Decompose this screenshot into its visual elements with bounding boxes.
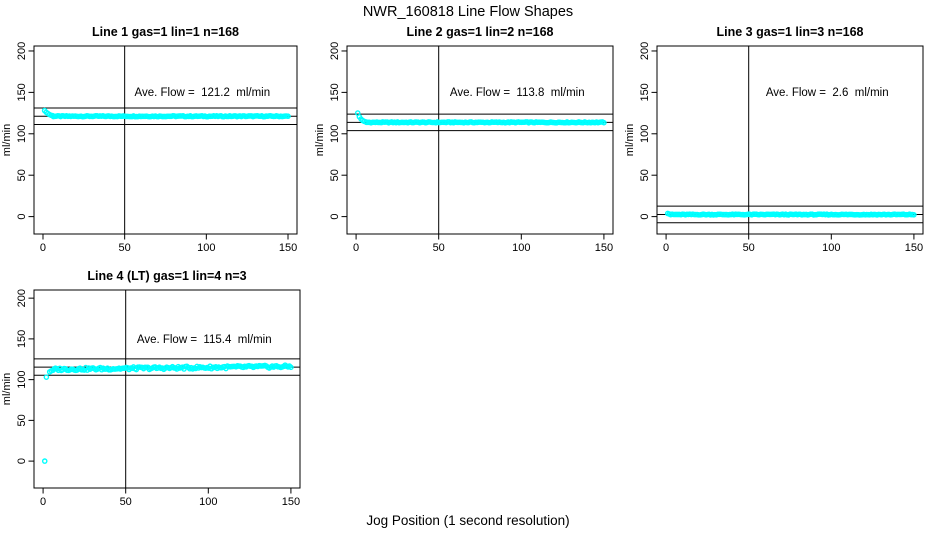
y-axis-label: ml/min (314, 123, 327, 157)
svg-text:150: 150 (16, 83, 28, 101)
svg-text:100: 100 (822, 242, 840, 254)
y-axis-label: ml/min (1, 372, 14, 406)
svg-text:50: 50 (639, 169, 651, 181)
svg-text:0: 0 (16, 458, 28, 464)
svg-text:0: 0 (16, 214, 28, 220)
ave-flow-annotation: Ave. Flow = 121.2 ml/min (134, 87, 271, 99)
subplot-title: Line 1 gas=1 lin=1 n=168 (92, 25, 239, 39)
svg-text:200: 200 (16, 42, 28, 60)
subplot-title: Line 2 gas=1 lin=2 n=168 (406, 25, 554, 39)
subplot-line-3: Line 3 gas=1 lin=3 n=168 ml/min 0 50 100 15… (624, 25, 924, 254)
svg-text:0: 0 (329, 214, 341, 220)
svg-text:150: 150 (905, 242, 923, 254)
y-axis-label: ml/min (1, 123, 14, 157)
svg-text:100: 100 (16, 125, 28, 143)
figure-main-title: NWR_160818 Line Flow Shapes (362, 4, 574, 20)
svg-text:150: 150 (639, 83, 651, 101)
svg-text:200: 200 (16, 289, 28, 307)
subplot-line-2: Line 2 gas=1 lin=2 n=168 ml/min 0 50 100 15… (314, 25, 614, 254)
subplot-line-4: Line 4 (LT) gas=1 lin=4 n=3 ml/min 0 50 10… (1, 269, 301, 508)
subplot-line-1: Line 1 gas=1 lin=1 n=168 ml/min 0 50 100 15… (1, 25, 298, 254)
svg-text:200: 200 (329, 42, 341, 60)
svg-text:100: 100 (199, 496, 217, 508)
svg-text:50: 50 (743, 242, 755, 254)
subplot-title: Line 3 gas=1 lin=3 n=168 (716, 25, 864, 39)
svg-text:50: 50 (119, 242, 131, 254)
svg-text:0: 0 (639, 214, 651, 220)
subplot-title: Line 4 (LT) gas=1 lin=4 n=3 (87, 269, 247, 283)
svg-text:50: 50 (329, 169, 341, 181)
svg-text:150: 150 (595, 242, 613, 254)
svg-text:100: 100 (512, 242, 530, 254)
svg-text:50: 50 (16, 169, 28, 181)
plot-area: 0 50 100 150 0 50 100 150 200 Ave. Flow = 115.4 … (16, 289, 301, 508)
svg-text:0: 0 (353, 242, 359, 254)
svg-text:0: 0 (40, 496, 46, 508)
plot-area: 0 50 100 150 0 50 100 150 200 Ave. Flow = 113.8 … (329, 42, 614, 254)
shared-x-axis-label: Jog Position (1 second resolution) (366, 513, 570, 528)
svg-text:100: 100 (197, 242, 215, 254)
ave-flow-annotation: Ave. Flow = 113.8 ml/min (449, 87, 585, 99)
ave-flow-annotation: Ave. Flow = 115.4 ml/min (136, 333, 272, 346)
svg-text:150: 150 (279, 242, 297, 254)
y-axis-label: ml/min (624, 123, 637, 157)
plot-area: 0 50 100 150 0 50 100 150 200 Ave. Flow = 2.6 ml… (639, 42, 924, 254)
svg-text:100: 100 (329, 125, 341, 143)
svg-text:150: 150 (329, 83, 341, 101)
svg-text:50: 50 (433, 242, 445, 254)
svg-text:50: 50 (16, 414, 28, 426)
svg-text:0: 0 (663, 242, 669, 254)
svg-text:200: 200 (639, 42, 651, 60)
svg-text:100: 100 (639, 125, 651, 143)
ave-flow-annotation: Ave. Flow = 2.6 ml/min (765, 87, 889, 99)
svg-text:150: 150 (282, 496, 300, 508)
svg-text:50: 50 (120, 496, 132, 508)
svg-text:0: 0 (40, 242, 46, 254)
plot-area: 0 50 100 150 0 50 100 150 200 Ave. Flow = 121.2 … (16, 42, 298, 254)
svg-text:100: 100 (16, 370, 28, 388)
svg-text:150: 150 (16, 330, 28, 348)
